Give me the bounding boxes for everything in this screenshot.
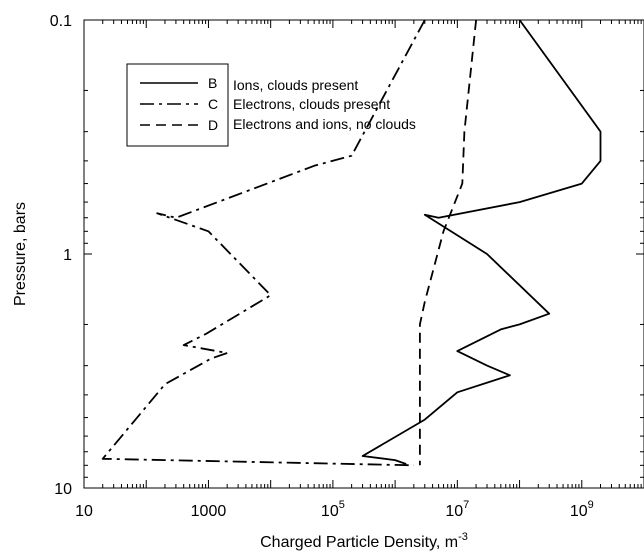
x-tick-label-base: 1000 xyxy=(191,503,227,520)
legend-desc-b: Ions, clouds present xyxy=(233,77,358,93)
x-tick-label-exponent: 5 xyxy=(339,499,345,511)
x-axis-title-main: Charged Particle Density, m xyxy=(260,534,458,551)
legend-desc-c: Electrons, clouds present xyxy=(233,96,390,112)
x-tick-label-base: 10 xyxy=(321,503,339,520)
series-line-b xyxy=(361,19,602,465)
x-tick-label: 1000 xyxy=(191,503,227,520)
minor-ticks xyxy=(84,20,644,488)
x-tick-label: 10 xyxy=(75,503,93,520)
x-axis-title: Charged Particle Density, m-3 xyxy=(260,531,468,551)
legend: B C D Ions, clouds present Electrons, cl… xyxy=(126,63,416,147)
x-tick-label-base: 10 xyxy=(75,503,93,520)
x-tick-label-base: 10 xyxy=(445,503,463,520)
legend-desc-d: Electrons and ions, no clouds xyxy=(233,116,416,132)
major-ticks xyxy=(83,19,644,489)
series-line-d xyxy=(418,19,477,466)
x-tick-label: 109 xyxy=(570,499,594,520)
y-axis-title: Pressure, bars xyxy=(12,202,29,306)
legend-key-c: C xyxy=(208,96,218,112)
x-tick-label-exponent: 9 xyxy=(588,499,594,511)
legend-key-d: D xyxy=(208,117,218,133)
y-tick-label: 0.1 xyxy=(50,13,72,30)
series-line-c xyxy=(101,19,426,467)
x-tick-label: 105 xyxy=(321,499,345,520)
y-tick-label: 10 xyxy=(54,481,72,498)
legend-box xyxy=(126,63,229,147)
y-tick-label: 1 xyxy=(63,247,72,264)
x-axis-title-superscript: -3 xyxy=(458,531,468,543)
series-lines xyxy=(101,19,602,467)
x-tick-label: 107 xyxy=(445,499,469,520)
x-tick-label-base: 10 xyxy=(570,503,588,520)
x-tick-label-exponent: 7 xyxy=(463,499,469,511)
legend-key-b: B xyxy=(208,75,217,91)
